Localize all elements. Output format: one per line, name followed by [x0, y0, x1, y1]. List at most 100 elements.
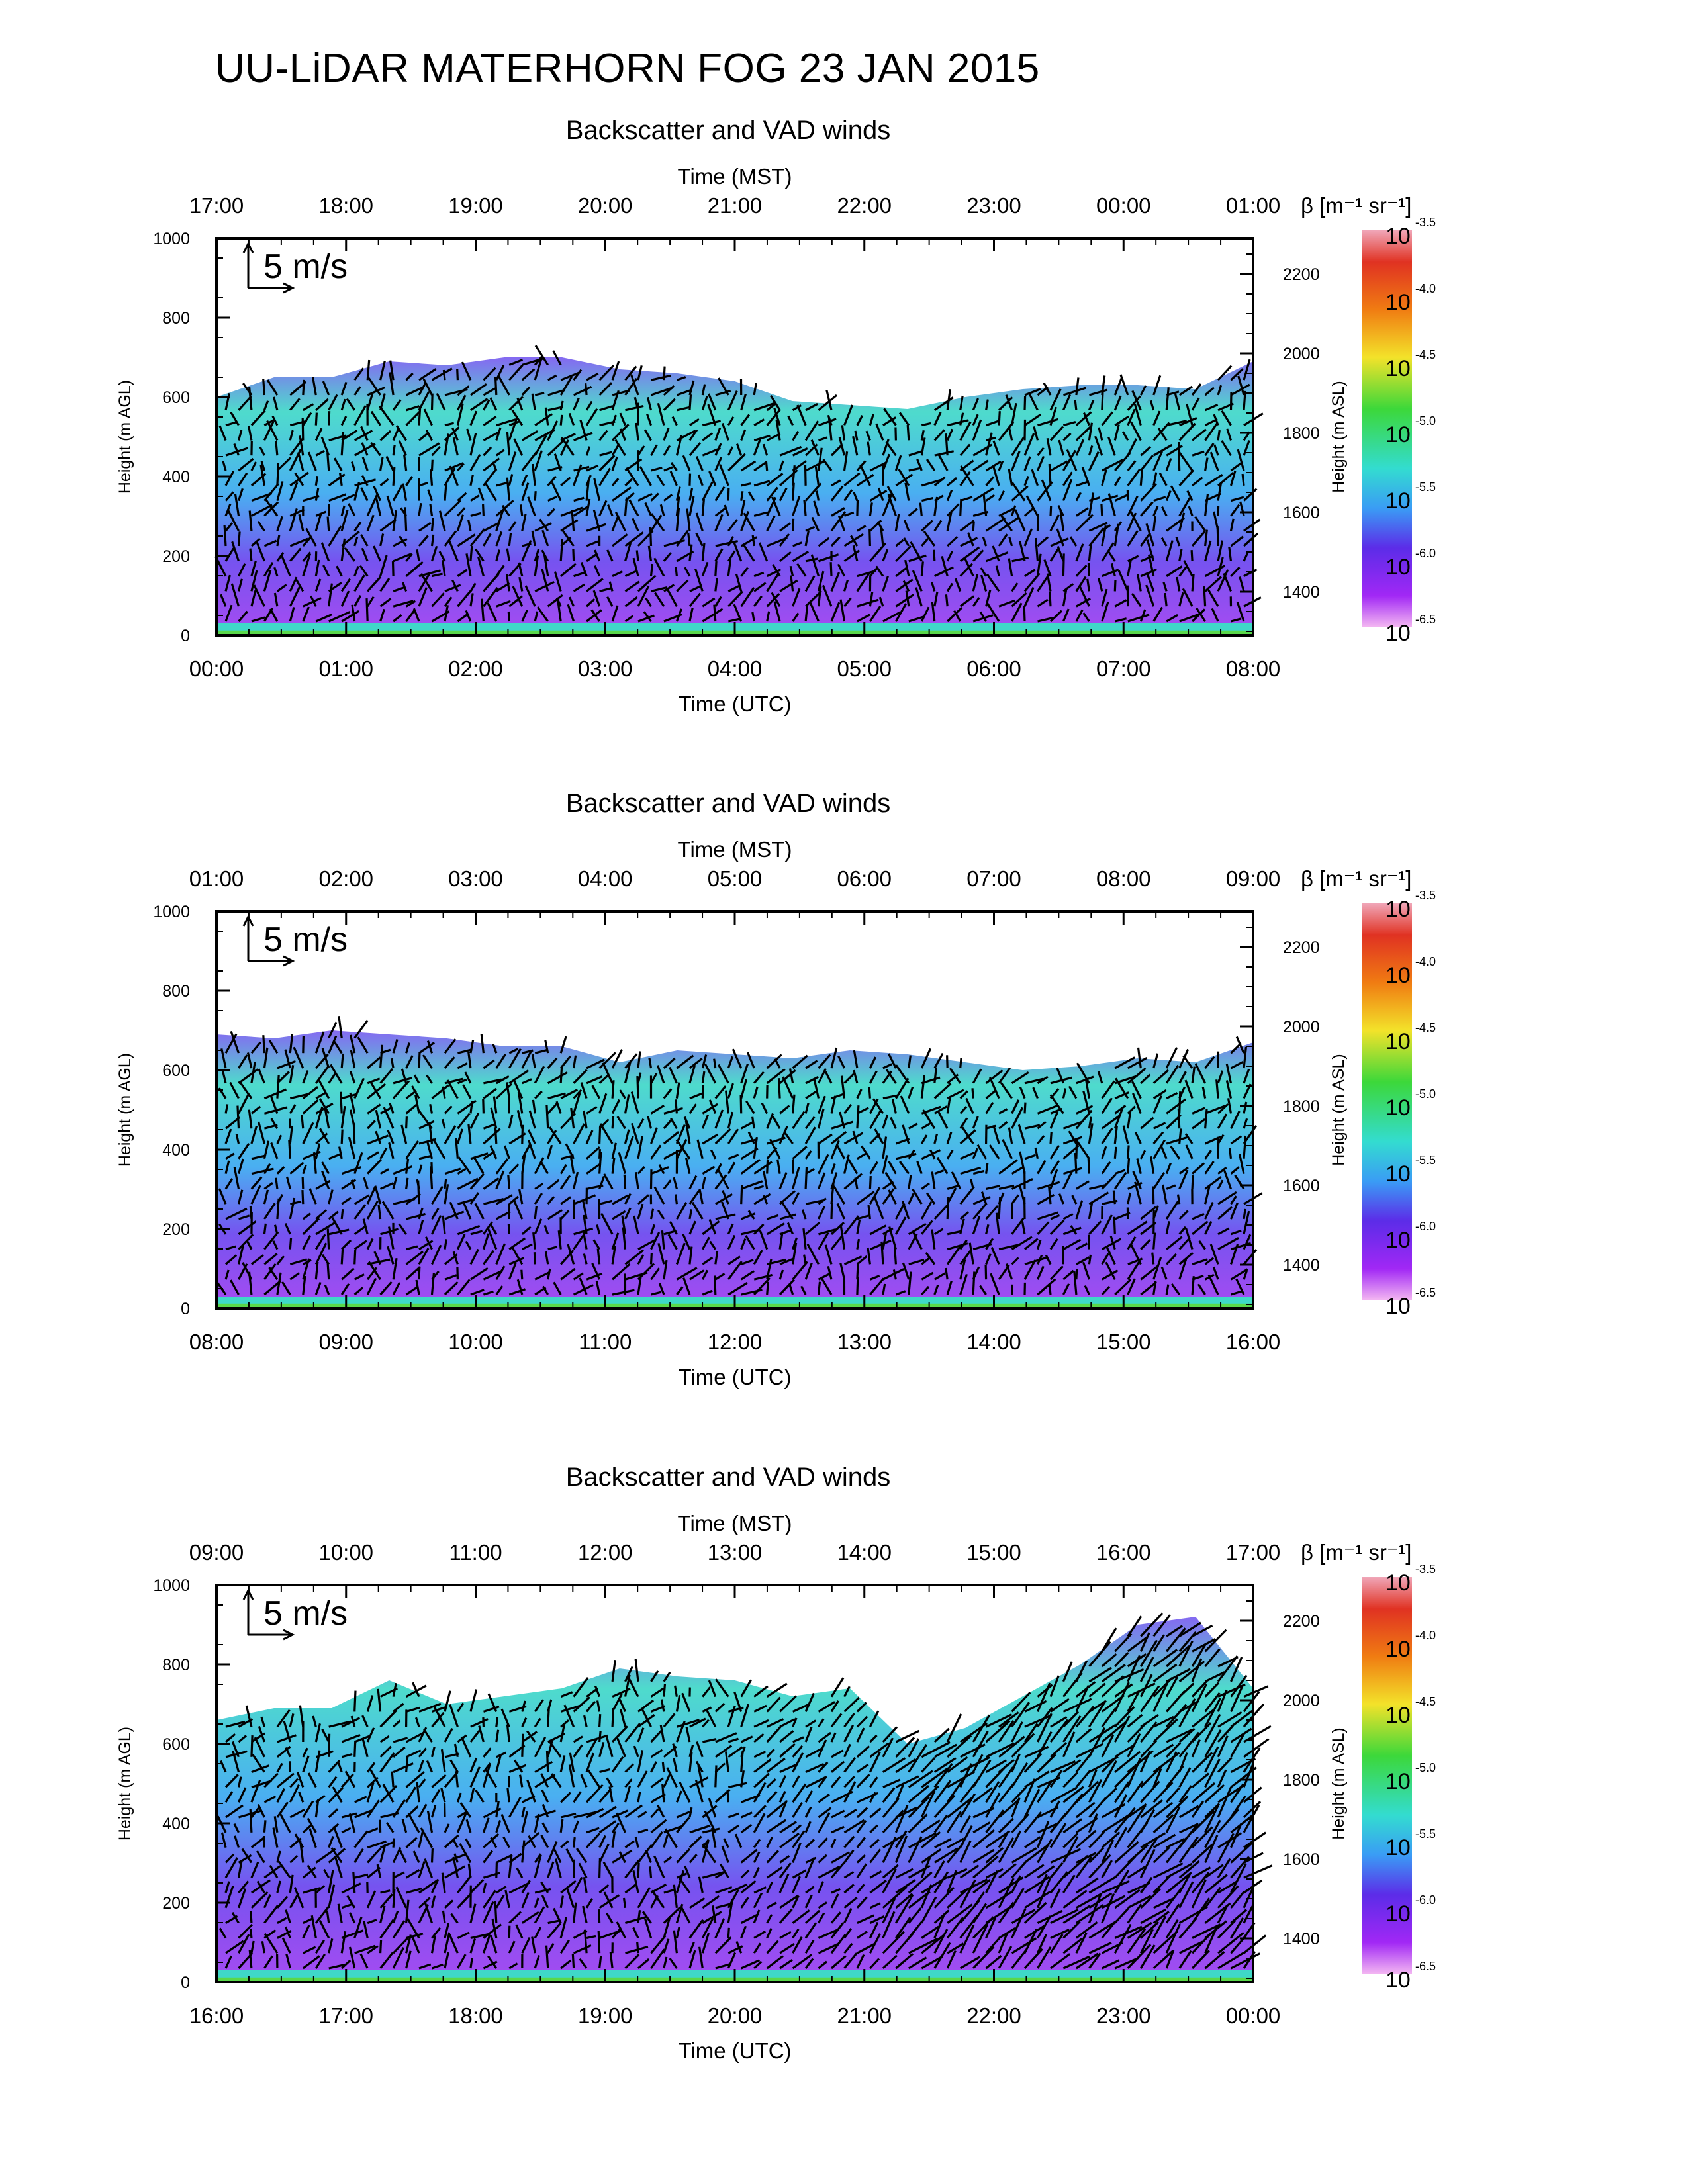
wind-vector [367, 576, 382, 592]
wind-vector [340, 590, 350, 607]
wind-vector [1191, 608, 1206, 623]
wind-vector [624, 377, 638, 396]
wind-vector [684, 567, 691, 577]
wind-vector [418, 1963, 432, 1970]
wind-vector [916, 459, 923, 471]
wind-vector [1204, 1150, 1212, 1160]
wind-vector [931, 602, 936, 622]
wind-vector [459, 1801, 472, 1818]
wind-vector [1178, 566, 1188, 577]
wind-vector [495, 427, 502, 441]
wind-vector [440, 1788, 446, 1803]
wind-vector [771, 496, 781, 516]
wind-vector [714, 1109, 724, 1129]
wind-vector [1217, 1832, 1242, 1848]
wind-vector [1023, 1948, 1043, 1970]
x-axis-label: Time (UTC) [678, 692, 791, 716]
wind-vector [931, 1171, 936, 1189]
wind-vector [986, 573, 1000, 592]
wind-vector [1204, 1220, 1213, 1235]
wind-vector [263, 1163, 271, 1175]
wind-vector [418, 535, 429, 547]
wind-vector [771, 592, 781, 608]
wind-vector [224, 1853, 235, 1864]
wind-vector [1011, 1194, 1019, 1205]
wind-vector [521, 430, 538, 441]
wind-vector [727, 1056, 734, 1069]
wind-vector [959, 1879, 976, 1909]
wind-vector [1191, 1752, 1213, 1773]
wind-vector [431, 1185, 444, 1205]
wind-vector [1178, 1166, 1189, 1175]
wind-vector [400, 1124, 408, 1144]
wind-vector [1178, 1237, 1191, 1250]
wind-vector [895, 1917, 912, 1939]
wind-vector [341, 530, 360, 547]
wind-vector [483, 1250, 494, 1265]
wind-vector [1209, 451, 1219, 471]
wind-vector [751, 1116, 755, 1129]
wind-vector [1217, 1725, 1234, 1743]
wind-vector [315, 1885, 326, 1894]
wind-vector [1139, 1836, 1159, 1864]
wind-vector [753, 1086, 759, 1099]
wind-vector [534, 1218, 543, 1235]
wind-vector [481, 598, 485, 622]
wind-vector [585, 1700, 596, 1713]
wind-vector [830, 1911, 841, 1924]
wind-vector [715, 1732, 737, 1743]
wind-vector [1134, 1181, 1142, 1205]
wind-vector [857, 1152, 867, 1160]
wind-vector [766, 1068, 786, 1085]
wind-vector [1024, 1256, 1047, 1265]
wind-vector [483, 533, 492, 547]
wind-vector [1088, 1876, 1116, 1894]
wind-vector [1113, 377, 1123, 396]
wind-vector [856, 1105, 860, 1129]
wind-vector [792, 1054, 808, 1069]
wind-vector [796, 404, 807, 426]
wind-vector [361, 1739, 369, 1758]
wind-vector [507, 1224, 510, 1234]
wind-vector [283, 1721, 291, 1743]
wind-vector [586, 609, 602, 623]
wind-vector [1048, 463, 1052, 486]
wind-vector [469, 1248, 480, 1265]
wind-vector [506, 548, 510, 562]
wind-vector [1165, 1220, 1170, 1235]
wind-vector [469, 582, 477, 592]
wind-vector [579, 420, 588, 441]
wind-vector [637, 1792, 641, 1803]
wind-vector [660, 1699, 665, 1712]
wind-vector [272, 1827, 279, 1848]
wind-vector [921, 537, 929, 547]
wind-vector [341, 1093, 358, 1100]
wind-vector [393, 1746, 406, 1758]
wind-vector [444, 1184, 449, 1205]
wind-vector [998, 1121, 1008, 1130]
wind-vector [444, 584, 461, 592]
wind-vector [263, 1894, 271, 1909]
wind-vector [1178, 452, 1194, 471]
wind-vector [405, 1285, 419, 1296]
wind-vector [882, 1864, 899, 1879]
wind-vector [843, 1835, 855, 1848]
wind-vector [457, 385, 470, 396]
wind-vector [788, 1068, 794, 1084]
wind-vector [646, 414, 653, 426]
wind-vector [1075, 609, 1084, 622]
wind-vector [833, 1185, 845, 1205]
wind-vector [1129, 511, 1142, 531]
wind-vector [575, 1848, 588, 1864]
wind-vector [650, 1073, 658, 1084]
wind-vector [1114, 1091, 1129, 1100]
wind-vector [392, 1910, 399, 1924]
wind-vector [972, 1924, 988, 1954]
wind-vector [1230, 1909, 1248, 1924]
wind-vector [882, 1094, 898, 1100]
wind-vector [1127, 1713, 1143, 1728]
wind-vector [804, 604, 809, 622]
wind-vector [392, 1936, 410, 1954]
wind-vector [599, 1199, 612, 1205]
colorbar-tick-exponent: -6.5 [1415, 1960, 1436, 1973]
